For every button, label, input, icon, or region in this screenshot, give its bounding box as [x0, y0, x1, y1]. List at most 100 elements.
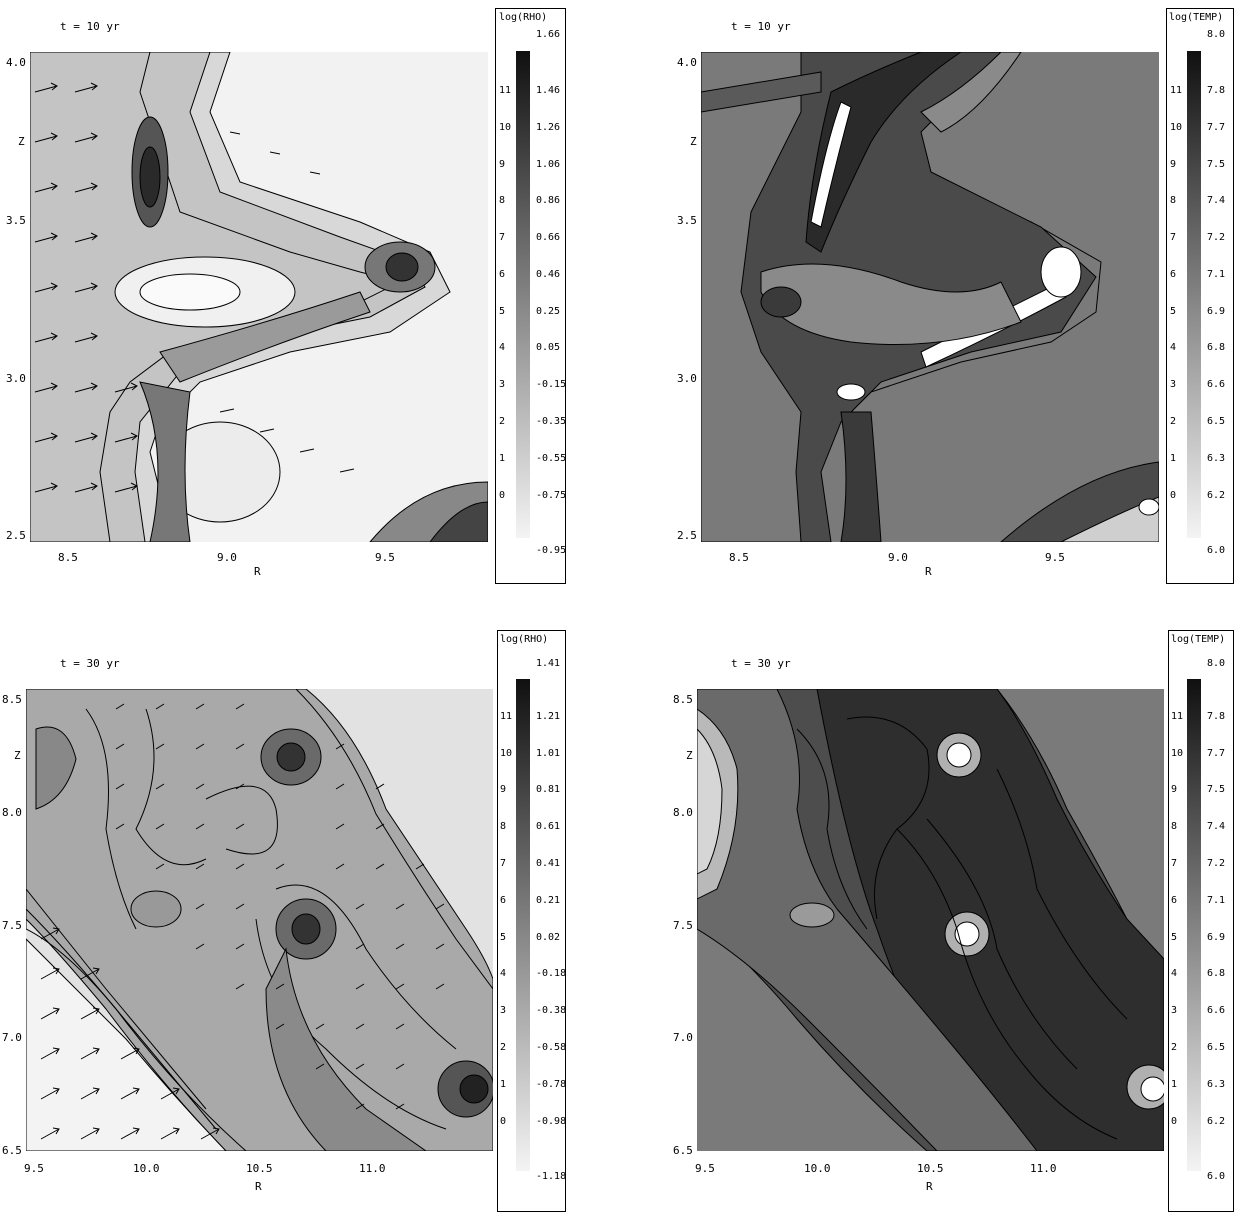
- y-tick-label: 2.5: [6, 529, 26, 542]
- colorbar-gradient: [1187, 679, 1201, 1171]
- colorbar-value: 6.9: [1207, 306, 1226, 317]
- y-axis-title: Z: [14, 749, 21, 762]
- colorbar-level: 3: [1171, 1005, 1178, 1016]
- colorbar-value: 7.8: [1207, 85, 1226, 96]
- colorbar-value: 7.7: [1207, 122, 1226, 133]
- colorbar-value: 6.3: [1207, 453, 1226, 464]
- density-contour-plot: [26, 689, 493, 1151]
- x-tick-label: 8.5: [58, 551, 78, 564]
- colorbar-value: -0.78: [536, 1079, 567, 1090]
- colorbar-level: 7: [1170, 232, 1177, 243]
- y-tick-label: 3.0: [677, 372, 697, 385]
- colorbar-level: 11: [499, 85, 512, 96]
- colorbar-level: 9: [499, 159, 506, 170]
- colorbar-value: -0.18: [536, 968, 567, 979]
- colorbar-level: 11: [500, 711, 513, 722]
- colorbar-value: 6.2: [1207, 1116, 1226, 1127]
- colorbar-value: 6.3: [1207, 1079, 1226, 1090]
- colorbar-level: 11: [1170, 85, 1183, 96]
- colorbar-value: 0.81: [536, 784, 561, 795]
- colorbar-value: 7.4: [1207, 821, 1226, 832]
- colorbar-value: 7.2: [1207, 232, 1226, 243]
- colorbar-level: 5: [1171, 932, 1178, 943]
- x-tick-label: 10.0: [804, 1162, 831, 1175]
- colorbar-level: 1: [500, 1079, 507, 1090]
- y-tick-label: 3.0: [6, 372, 26, 385]
- y-axis-title: Z: [690, 135, 697, 148]
- colorbar-value: 1.21: [536, 711, 561, 722]
- temperature-contour-plot: [701, 52, 1159, 542]
- colorbar-level: 6: [499, 269, 506, 280]
- colorbar-value: 0.02: [536, 932, 561, 943]
- colorbar-level: 7: [1171, 858, 1178, 869]
- colorbar-level: 4: [500, 968, 507, 979]
- y-axis-title: Z: [18, 135, 25, 148]
- colorbar-level: 5: [499, 306, 506, 317]
- time-label: t = 10 yr: [60, 20, 120, 33]
- y-tick-label: 8.0: [673, 806, 693, 819]
- x-axis-title: R: [255, 1180, 262, 1193]
- colorbar-value: 1.26: [536, 122, 561, 133]
- colorbar-level: 6: [1171, 895, 1178, 906]
- colorbar-level: 3: [1170, 379, 1177, 390]
- x-tick-label: 9.0: [217, 551, 237, 564]
- colorbar-value: 7.5: [1207, 159, 1226, 170]
- colorbar-level: 1: [1171, 1079, 1178, 1090]
- colorbar-value: 1.41: [536, 658, 561, 669]
- colorbar-value: 7.4: [1207, 195, 1226, 206]
- colorbar-level: 9: [1170, 159, 1177, 170]
- colorbar-value: 0.86: [536, 195, 561, 206]
- colorbar-legend: log(RHO) 11 10 9 8 7 6 5 4 3 2 1 0 1.66 …: [495, 8, 566, 584]
- colorbar-level: 11: [1171, 711, 1184, 722]
- y-tick-label: 7.0: [673, 1031, 693, 1044]
- colorbar-level: 6: [1170, 269, 1177, 280]
- colorbar-level: 2: [500, 1042, 507, 1053]
- colorbar-level: 4: [499, 342, 506, 353]
- colorbar-value: 7.1: [1207, 895, 1226, 906]
- colorbar-level: 8: [1171, 821, 1178, 832]
- colorbar-value: 1.06: [536, 159, 561, 170]
- y-tick-label: 8.5: [673, 693, 693, 706]
- colorbar-level: 0: [499, 490, 506, 501]
- colorbar-level: 5: [1170, 306, 1177, 317]
- colorbar-level: 3: [499, 379, 506, 390]
- x-tick-label: 9.5: [24, 1162, 44, 1175]
- colorbar-level: 1: [499, 453, 506, 464]
- colorbar-value: -0.15: [536, 379, 567, 390]
- colorbar-value: 0.46: [536, 269, 561, 280]
- colorbar-level: 0: [1170, 490, 1177, 501]
- colorbar-value: 0.05: [536, 342, 561, 353]
- colorbar-legend: log(TEMP) 11 10 9 8 7 6 5 4 3 2 1 0 8.0 …: [1166, 8, 1234, 584]
- x-tick-label: 10.5: [246, 1162, 273, 1175]
- colorbar-value: 6.8: [1207, 342, 1226, 353]
- colorbar-level: 9: [1171, 784, 1178, 795]
- colorbar-value: 6.6: [1207, 1005, 1226, 1016]
- colorbar-level: 1: [1170, 453, 1177, 464]
- y-tick-label: 3.5: [6, 214, 26, 227]
- colorbar-value: 6.5: [1207, 416, 1226, 427]
- colorbar-value: 1.66: [536, 29, 561, 40]
- colorbar-level: 2: [1170, 416, 1177, 427]
- colorbar-value: 8.0: [1207, 658, 1226, 669]
- colorbar-value: -0.35: [536, 416, 567, 427]
- temperature-contour-plot: [697, 689, 1164, 1151]
- colorbar-value: 7.8: [1207, 711, 1226, 722]
- colorbar-level: 9: [500, 784, 507, 795]
- colorbar-value: 0.61: [536, 821, 561, 832]
- colorbar-level: 10: [499, 122, 512, 133]
- colorbar-level: 7: [499, 232, 506, 243]
- y-tick-label: 4.0: [677, 56, 697, 69]
- colorbar-level: 7: [500, 858, 507, 869]
- colorbar-level: 8: [1170, 195, 1177, 206]
- x-tick-label: 9.5: [695, 1162, 715, 1175]
- y-tick-label: 6.5: [2, 1144, 22, 1157]
- colorbar-title: log(TEMP): [1171, 634, 1226, 645]
- colorbar-value: -1.18: [536, 1171, 567, 1182]
- y-tick-label: 8.0: [2, 806, 22, 819]
- x-axis-title: R: [926, 1180, 933, 1193]
- x-tick-label: 9.5: [1045, 551, 1065, 564]
- colorbar-value: -0.55: [536, 453, 567, 464]
- time-label: t = 30 yr: [731, 657, 791, 670]
- x-tick-label: 11.0: [1030, 1162, 1057, 1175]
- density-contour-plot: [30, 52, 488, 542]
